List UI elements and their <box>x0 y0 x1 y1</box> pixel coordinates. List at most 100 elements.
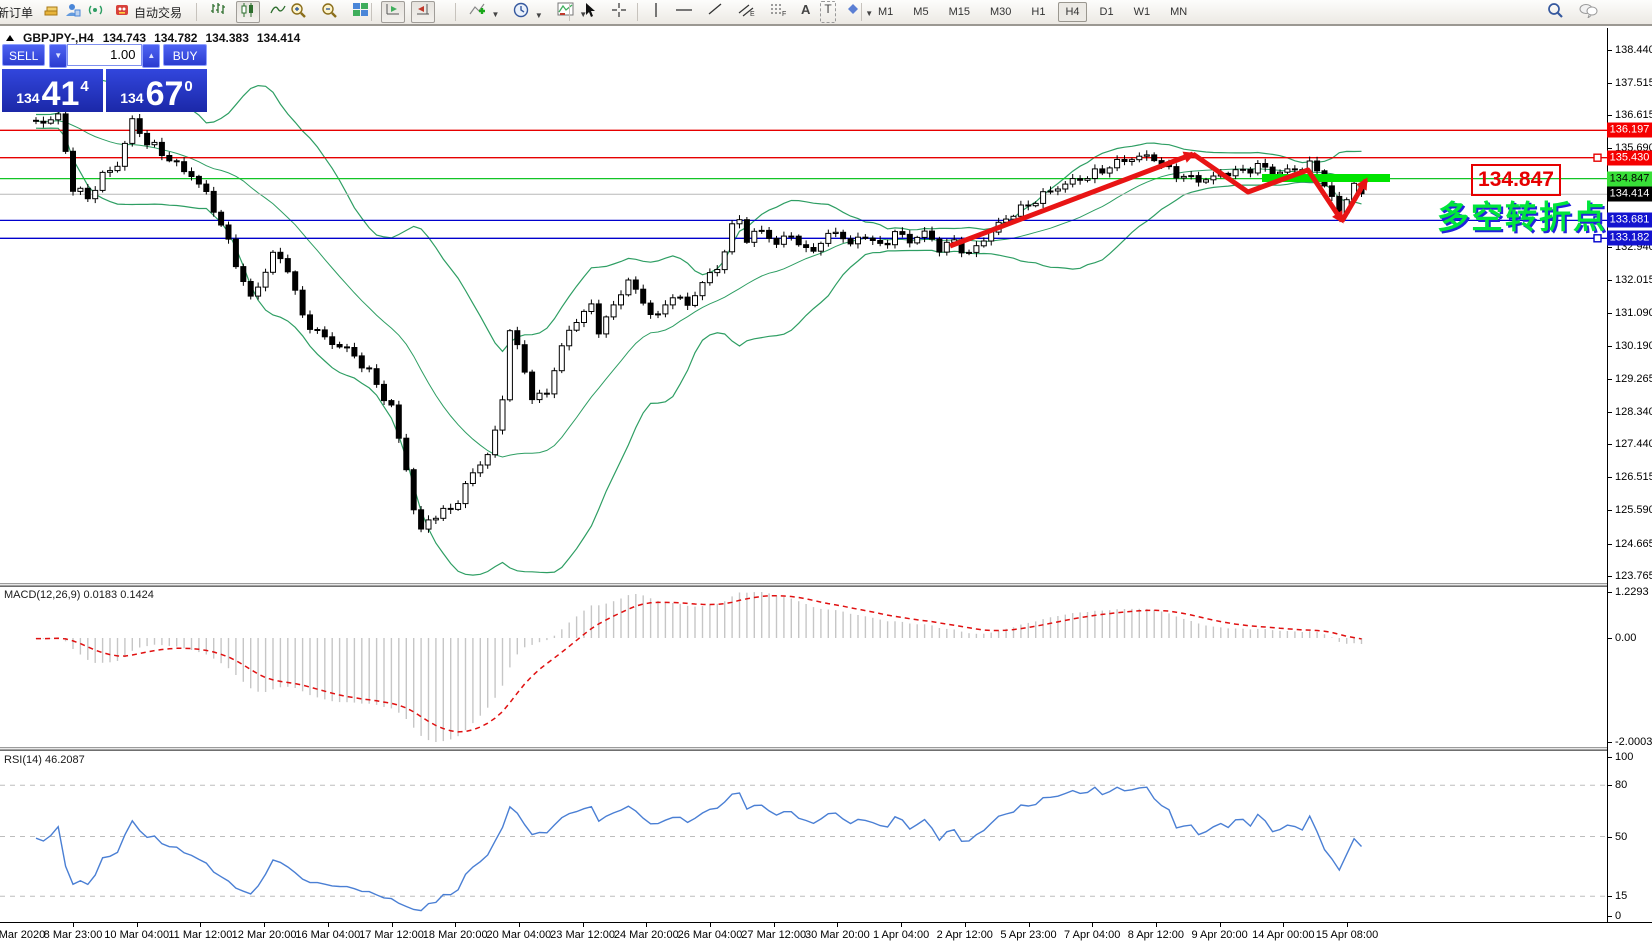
candle-body <box>1269 166 1276 175</box>
new-order-button[interactable]: 新订单 <box>0 1 37 23</box>
price-level-badge: 133.182 <box>1607 230 1652 246</box>
price-tick-mark <box>1607 543 1612 545</box>
turning-point-annotation[interactable]: 多空转折点 <box>1437 199 1608 235</box>
timeframe-button-h4[interactable]: H4 <box>1058 2 1087 22</box>
buy-price-display[interactable]: 134 67 0 <box>106 69 207 112</box>
chat-icon[interactable] <box>1574 1 1602 23</box>
autotrading-button[interactable]: 自动交易 <box>110 1 186 23</box>
price-tick-mark <box>1607 411 1612 413</box>
candle-body <box>758 229 765 232</box>
candle-body <box>1210 175 1217 181</box>
signals-icon[interactable] <box>87 2 104 23</box>
label-tool-glyph: T <box>824 2 832 16</box>
candle-body <box>832 231 839 235</box>
ohlc-close: 134.414 <box>256 31 301 45</box>
level-handle[interactable] <box>1593 234 1602 243</box>
crosshair-icon[interactable] <box>607 1 631 23</box>
time-tick-label: 9 Apr 20:00 <box>1191 929 1248 941</box>
pane-separator-macd[interactable] <box>0 583 1652 587</box>
candle-body <box>536 392 543 401</box>
cursor-icon[interactable] <box>579 1 601 23</box>
vertical-line-icon[interactable] <box>647 1 665 23</box>
candle-body <box>277 251 284 260</box>
candle-body <box>914 236 921 244</box>
bollinger-upper-band[interactable] <box>36 78 1362 353</box>
time-tick-mark <box>710 923 711 927</box>
level-handle[interactable] <box>1593 216 1602 225</box>
indicators-icon[interactable]: ▼ <box>465 1 503 23</box>
timeframe-button-m5[interactable]: M5 <box>913 6 929 18</box>
candle-body <box>581 310 587 323</box>
auto-scroll-icon[interactable] <box>381 1 405 23</box>
collapse-icon[interactable] <box>6 35 14 41</box>
timeframe-button-m30[interactable]: M30 <box>989 6 1012 18</box>
rsi-pane-plot[interactable] <box>0 751 1607 922</box>
time-tick-label: 30 Mar 20:00 <box>804 929 870 941</box>
main-chart-plot[interactable] <box>0 28 1607 583</box>
sell-price-display[interactable]: 134 41 4 <box>2 69 103 112</box>
toolbar: 新订单 自动交易 <box>0 0 1652 26</box>
time-tick-label: 1 Apr 04:00 <box>872 929 930 941</box>
price-tick-mark <box>1607 477 1612 479</box>
search-icon[interactable] <box>1543 1 1568 23</box>
zoom-out-icon[interactable] <box>317 1 342 23</box>
tile-windows-icon[interactable] <box>348 1 373 23</box>
timeframe-button-m15[interactable]: M15 <box>948 6 970 18</box>
candle-body <box>1010 215 1017 220</box>
bollinger-lower-band[interactable] <box>35 127 1362 576</box>
price-tick-mark <box>1607 378 1612 380</box>
fibonacci-icon[interactable]: F <box>765 1 791 23</box>
price-callout-box[interactable]: 134.847 <box>1471 164 1561 196</box>
periods-icon[interactable]: ▼ <box>509 1 546 23</box>
sell-button[interactable]: SELL <box>2 44 46 66</box>
time-axis[interactable]: Mar 2020 8 Mar 23:00 10 Mar 04:00 11 Mar 12… <box>0 922 1652 944</box>
trend-zigzag-arrow[interactable] <box>949 151 1196 249</box>
chart-shift-icon[interactable] <box>411 1 435 23</box>
time-tick-mark <box>1028 923 1030 927</box>
volume-input[interactable]: 1.00 <box>67 44 143 66</box>
horizontal-line-icon[interactable] <box>671 1 697 23</box>
timeframe-button-mn[interactable]: MN <box>1170 6 1188 18</box>
time-tick-mark <box>646 923 648 927</box>
support-zone-bar[interactable] <box>1262 174 1390 182</box>
volume-decrease-button[interactable]: ▼ <box>49 44 68 68</box>
level-handle[interactable] <box>1593 153 1602 162</box>
timeframe-button-w1[interactable]: W1 <box>1133 6 1151 18</box>
new-chart-icon[interactable] <box>43 2 59 23</box>
candle-body <box>173 160 180 163</box>
autotrading-robot-icon <box>114 2 130 23</box>
equidistant-channel-icon[interactable]: E <box>733 1 759 23</box>
trend-zigzag-arrow[interactable] <box>1339 177 1369 223</box>
rsi-tick-mark <box>1607 896 1612 898</box>
ohlc-high: 134.782 <box>154 31 198 45</box>
timeframe-button-h1[interactable]: H1 <box>1031 6 1046 18</box>
timeframe-button-m1[interactable]: M1 <box>878 6 894 18</box>
sell-pips: 41 <box>41 75 80 113</box>
candle-body <box>699 282 706 297</box>
line-chart-icon[interactable] <box>266 1 290 23</box>
accounts-icon[interactable] <box>65 2 81 23</box>
timeframe-button-d1[interactable]: D1 <box>1099 6 1114 18</box>
bar-chart-icon[interactable] <box>206 1 230 23</box>
buy-button[interactable]: BUY <box>163 44 207 66</box>
candle-body <box>766 229 773 239</box>
bollinger-middle-band[interactable] <box>35 120 1362 458</box>
candle-body <box>603 316 610 335</box>
candlestick-icon[interactable] <box>236 1 260 23</box>
candle-body <box>381 383 387 402</box>
candle-body <box>1277 171 1283 175</box>
macd-pane-plot[interactable] <box>0 586 1607 748</box>
price-level-badge: 135.430 <box>1607 150 1652 166</box>
pane-separator-rsi[interactable] <box>0 747 1652 751</box>
periods-caret-icon: ▼ <box>534 11 543 20</box>
arrows-shapes-icon[interactable]: ▼ <box>842 1 877 23</box>
trendline-icon[interactable] <box>703 1 727 23</box>
volume-increase-button[interactable]: ▲ <box>142 44 161 68</box>
time-tick-label: 12 Mar 20:00 <box>231 929 297 941</box>
candle-body <box>366 367 373 370</box>
trend-zigzag-arrow[interactable] <box>1191 151 1345 224</box>
time-tick-label: 20 Mar 04:00 <box>486 929 552 941</box>
zoom-in-icon[interactable] <box>286 1 311 23</box>
text-label-icon[interactable]: T <box>820 1 836 23</box>
text-icon[interactable]: A <box>797 1 814 23</box>
